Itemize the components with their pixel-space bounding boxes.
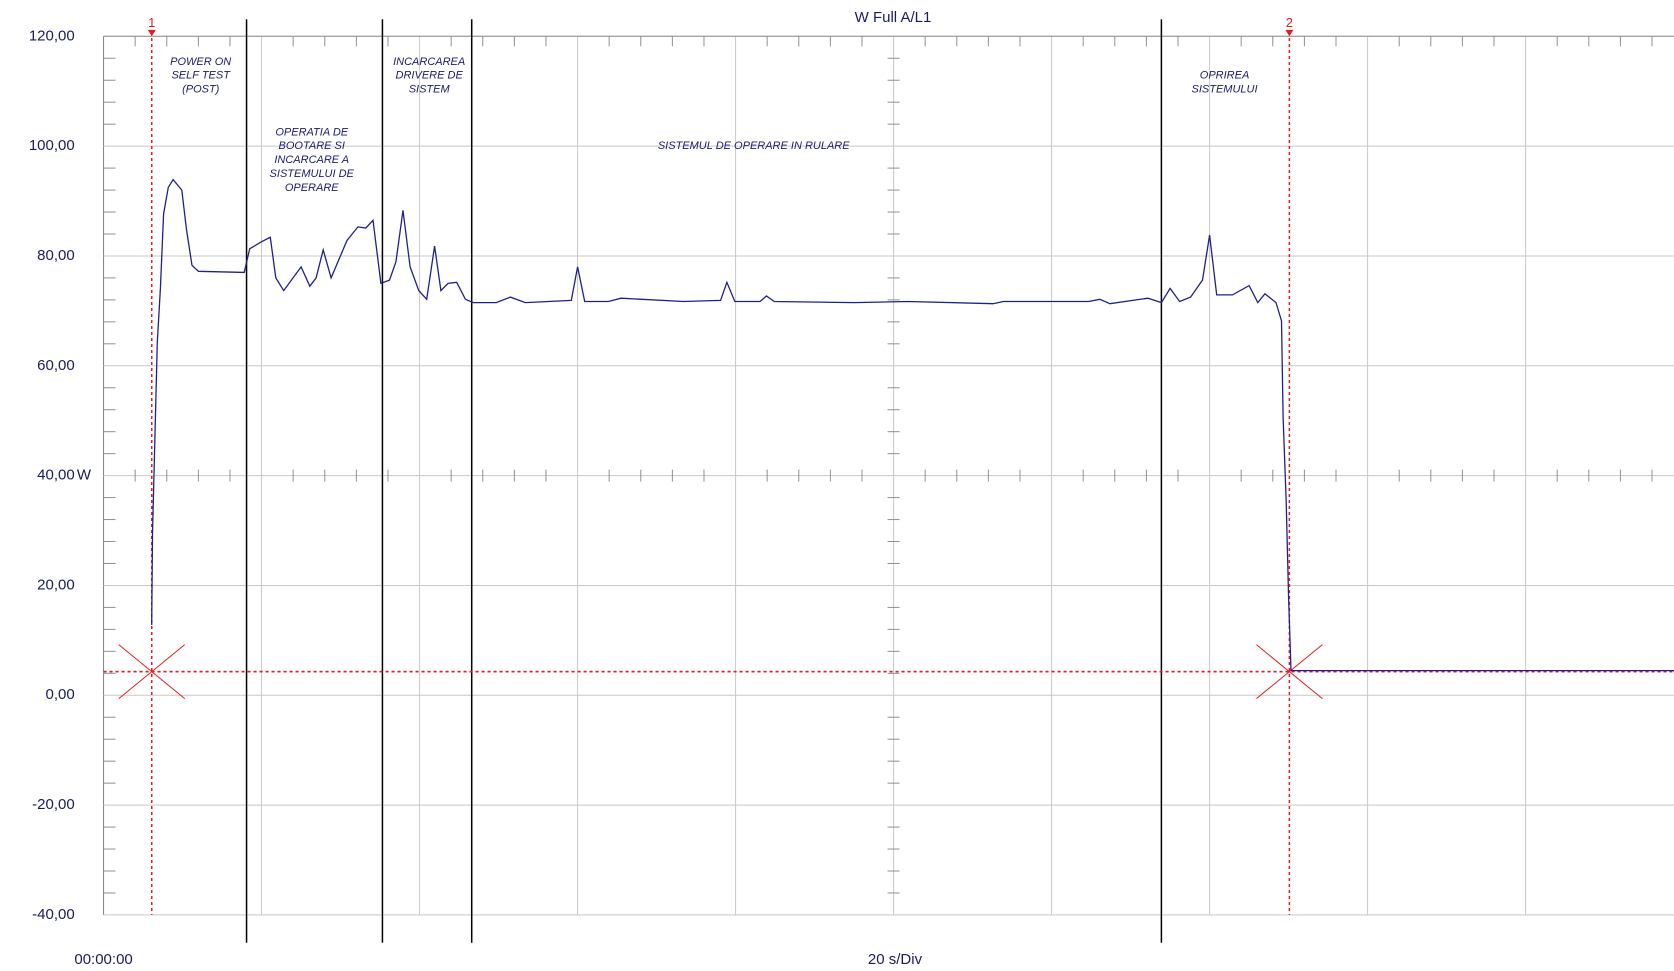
cursor-label: 2 bbox=[1286, 15, 1293, 30]
annotation: DRIVERE DE bbox=[396, 70, 464, 82]
y-tick-label: 100,00 bbox=[29, 137, 75, 154]
annotation: SISTEM bbox=[409, 84, 451, 96]
y-tick-label: 40,00 bbox=[37, 467, 75, 484]
annotation: INCARCARE A bbox=[274, 154, 349, 166]
cursor-arrow bbox=[1285, 29, 1294, 37]
y-tick-label: 80,00 bbox=[37, 247, 75, 264]
annotation: SELF TEST bbox=[171, 70, 231, 82]
y-tick-label: -40,00 bbox=[32, 906, 75, 923]
annotation: BOOTARE SI bbox=[279, 140, 345, 152]
x-tick-label: 00:00:00 bbox=[74, 951, 132, 968]
x-axis-label: 20 s/Div bbox=[868, 951, 923, 968]
y-tick-label: 20,00 bbox=[37, 576, 75, 593]
annotation: OPERARE bbox=[285, 182, 339, 194]
y-tick-label: 0,00 bbox=[46, 686, 75, 703]
annotation: OPRIREA bbox=[1200, 70, 1250, 82]
cursor-label: 1 bbox=[148, 15, 155, 30]
annotation: SISTEMULUI bbox=[1192, 84, 1258, 96]
y-tick-label: 120,00 bbox=[29, 27, 75, 44]
annotation: INCARCAREA bbox=[393, 56, 465, 68]
annotation: OPERATIA DE bbox=[275, 126, 348, 138]
cursor-arrow bbox=[147, 29, 156, 37]
cursor-cross bbox=[1256, 644, 1323, 700]
annotation: SISTEMULUI DE bbox=[270, 168, 355, 180]
y-tick-label: 60,00 bbox=[37, 357, 75, 374]
annotation: POWER ON bbox=[170, 56, 231, 68]
y-unit: W bbox=[77, 467, 92, 484]
y-tick-label: -20,00 bbox=[32, 796, 75, 813]
data-line bbox=[151, 178, 1674, 672]
chart-title: W Full A/L1 bbox=[855, 9, 932, 26]
annotation: SISTEMUL DE OPERARE IN RULARE bbox=[658, 140, 850, 152]
annotation: (POST) bbox=[182, 84, 220, 96]
